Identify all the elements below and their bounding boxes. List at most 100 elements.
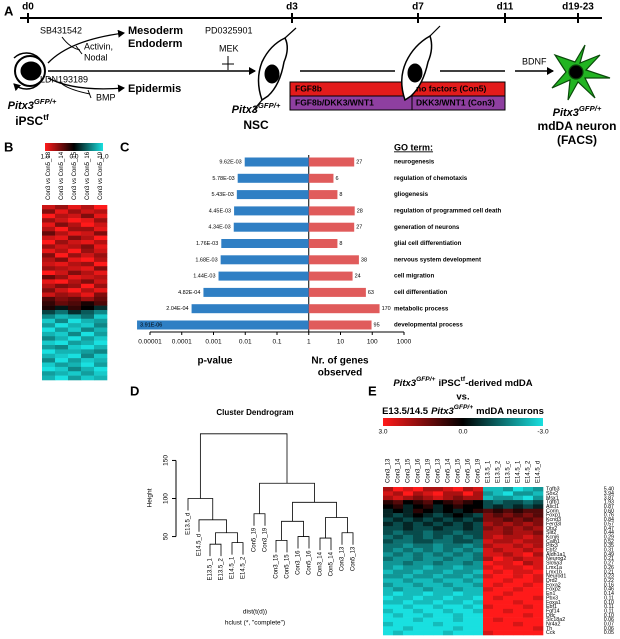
p-value-label: 1.76E-03: [196, 241, 218, 247]
heatmap-cell: [413, 495, 424, 501]
heatmap-cell: [55, 209, 69, 215]
panel-label: C: [120, 139, 130, 154]
heatmap-cell: [453, 569, 464, 575]
heatmap-cell: [94, 314, 108, 320]
heatmap-cell: [463, 513, 474, 518]
column-label: Con3 vs Con5_13: [46, 151, 52, 200]
heatmap-cell: [493, 578, 504, 584]
heatmap-cell: [55, 327, 69, 333]
heatmap-cell: [94, 253, 108, 258]
p-value-bar: [233, 222, 309, 232]
heatmap-cell: [393, 530, 404, 536]
heatmap-cell: [94, 353, 108, 359]
heatmap-cell: [423, 587, 434, 592]
heatmap-cell: [94, 340, 108, 346]
p-value-label: 4.45E-03: [209, 208, 231, 214]
heatmap-cell: [423, 574, 434, 579]
heatmap-cell: [383, 504, 394, 510]
heatmap-cell: [493, 539, 504, 544]
heatmap-cell: [423, 495, 434, 501]
heatmap-cell: [503, 543, 514, 549]
heatmap-cell: [483, 547, 494, 553]
heatmap-cell: [463, 547, 474, 553]
heatmap-cell: [453, 521, 464, 527]
heatmap-cell: [94, 209, 108, 215]
heatmap-cell: [94, 235, 108, 241]
go-term: generation of neurons: [394, 224, 460, 231]
heatmap-cell: [463, 613, 474, 618]
heatmap-cell: [473, 565, 484, 571]
text-part: Pitx3: [8, 100, 34, 112]
heatmap-cell: [463, 600, 474, 605]
heatmap-cell: [68, 331, 82, 337]
heatmap-cell: [533, 630, 544, 636]
heatmap-cell: [493, 495, 504, 501]
column-label: E13.5_2: [496, 460, 502, 483]
panel-label: A: [4, 3, 14, 18]
heatmap-cell: [413, 487, 424, 492]
cell-name: NSC: [243, 118, 269, 132]
gene-label: Foxa1: [546, 600, 561, 606]
heatmap-cell: [493, 604, 504, 610]
heatmap-cell: [413, 539, 424, 544]
heatmap-cell: [513, 534, 524, 540]
heatmap-cell: [393, 595, 404, 601]
x-tick-label: 1: [307, 339, 311, 346]
go-term: glial cell differentiation: [394, 240, 462, 247]
target: BMP: [96, 92, 116, 102]
heatmap-cell: [433, 604, 444, 610]
heatmap-cell: [81, 366, 95, 372]
heatmap-cell: [533, 569, 544, 575]
heatmap-cell: [403, 561, 414, 566]
heatmap-cell: [463, 595, 474, 601]
heatmap-cell: [443, 591, 454, 597]
heatmap-cell: [493, 561, 504, 566]
heatmap-cell: [443, 526, 454, 531]
heatmap-cell: [453, 617, 464, 623]
heatmap-cell: [533, 534, 544, 540]
x-tick-label: 0.01: [239, 339, 252, 346]
heatmap-cell: [423, 621, 434, 627]
heatmap-cell: [383, 487, 394, 492]
heatmap-cell: [55, 244, 69, 250]
heatmap-cell: [42, 261, 56, 267]
heatmap-cell: [413, 600, 424, 605]
heatmap-cell: [413, 521, 424, 527]
heatmap-cell: [513, 556, 524, 562]
fold-label: 0.21: [604, 556, 614, 562]
heatmap-cell: [463, 508, 474, 514]
heatmap-cell: [493, 621, 504, 627]
heatmap-cell: [403, 587, 414, 592]
heatmap-cell: [523, 565, 534, 571]
heatmap-cell: [493, 508, 504, 514]
heatmap-cell: [513, 543, 524, 549]
heatmap-cell: [533, 582, 544, 588]
heatmap-cell: [94, 205, 108, 210]
heatmap-cell: [42, 288, 56, 293]
heatmap-cell: [413, 491, 424, 497]
heatmap-cell: [433, 613, 444, 618]
day-label: d19-23: [562, 2, 594, 13]
go-term: cell migration: [394, 273, 434, 280]
heatmap-cell: [413, 626, 424, 631]
genes-label: 28: [357, 208, 363, 214]
heatmap-cell: [383, 508, 394, 514]
heatmap-cell: [513, 600, 524, 605]
heatmap-cell: [55, 305, 69, 311]
panel-label: E: [368, 383, 377, 398]
heatmap-cell: [81, 345, 95, 350]
heatmap-cell: [533, 591, 544, 597]
heatmap-cell: [513, 608, 524, 614]
heatmap-cell: [453, 626, 464, 631]
heatmap-cell: [463, 626, 474, 631]
cell-genotype: Pitx3GFP/+: [8, 97, 57, 112]
heatmap-cell: [81, 340, 95, 346]
heatmap-cell: [473, 630, 484, 636]
genes-label: 27: [356, 159, 362, 165]
heatmap-cell: [513, 521, 524, 527]
heatmap-cell: [42, 283, 56, 289]
heatmap-cell: [81, 358, 95, 363]
genes-label: 95: [374, 322, 380, 328]
gene-label: Calb1: [546, 539, 560, 545]
